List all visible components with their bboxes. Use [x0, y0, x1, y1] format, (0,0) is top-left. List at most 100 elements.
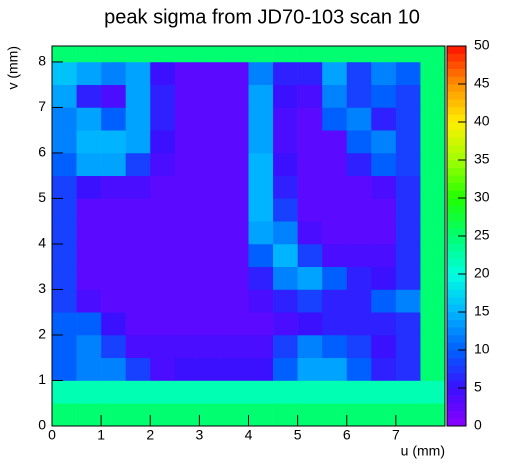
heat-cell — [223, 289, 249, 313]
colorbar-segment — [447, 251, 466, 260]
colorbar-segment — [447, 281, 466, 290]
heat-cell — [273, 289, 298, 313]
heat-cell — [273, 61, 298, 85]
heat-cell — [174, 357, 200, 381]
heat-cell — [322, 243, 348, 268]
heat-cell — [76, 357, 102, 381]
heat-cell — [420, 312, 446, 336]
heat-cell — [150, 357, 176, 381]
heat-cell — [101, 175, 126, 199]
heat-cell — [297, 61, 323, 85]
heat-cell — [248, 380, 274, 404]
heat-cell — [199, 107, 225, 131]
x-tick-label: 6 — [343, 427, 351, 443]
heat-cell — [346, 334, 372, 359]
heat-cell — [346, 152, 372, 177]
colorbar-segment — [447, 144, 466, 153]
heat-cell — [420, 357, 446, 381]
colorbar-segment — [447, 198, 466, 206]
heat-cell — [150, 84, 176, 108]
colorbar-segment — [447, 312, 466, 320]
heat-cell — [199, 175, 225, 199]
heat-cell — [395, 357, 421, 381]
heat-cell — [395, 46, 421, 63]
heat-cell — [346, 403, 372, 427]
z-tick-label: 15 — [474, 303, 490, 319]
colorbar-segment — [447, 160, 466, 168]
colorbar-segment — [447, 243, 466, 252]
colorbar-segment — [447, 296, 466, 305]
heat-cell — [174, 61, 200, 85]
heat-cell — [322, 152, 348, 177]
heat-cell — [125, 357, 151, 381]
colorbar-segment — [447, 236, 466, 244]
heat-cell — [76, 289, 102, 313]
heat-cell — [150, 380, 176, 404]
heat-cell — [52, 107, 77, 131]
heat-cell — [76, 84, 102, 108]
z-tick-label: 35 — [474, 151, 490, 167]
z-tick-label: 0 — [474, 417, 482, 433]
heat-cell — [223, 312, 249, 336]
colorbar-segment — [447, 167, 466, 176]
z-tick-label: 45 — [474, 75, 490, 91]
colorbar-segment — [447, 418, 466, 427]
heat-cell — [76, 243, 102, 268]
heat-cell — [395, 312, 421, 336]
heat-cell — [395, 61, 421, 85]
heat-cell — [322, 221, 348, 245]
heat-cell — [395, 221, 421, 245]
heat-cell — [125, 152, 151, 177]
heat-cell — [297, 130, 323, 154]
heat-cell — [420, 403, 446, 427]
heat-cell — [101, 357, 126, 381]
y-axis-label: v (mm) — [5, 46, 21, 90]
heat-cell — [395, 266, 421, 290]
heat-cell — [101, 266, 126, 290]
heat-cell — [297, 107, 323, 131]
y-tick-label: 0 — [38, 417, 46, 433]
heat-cell — [248, 175, 274, 199]
heat-cell — [223, 380, 249, 404]
heat-cell — [420, 130, 446, 154]
heat-cell — [101, 312, 126, 336]
heat-cell — [248, 198, 274, 222]
heat-cell — [150, 266, 176, 290]
heat-cell — [52, 289, 77, 313]
heat-cell — [248, 243, 274, 268]
heat-cell — [223, 221, 249, 245]
chart-title: peak sigma from JD70-103 scan 10 — [104, 6, 420, 28]
heat-cell — [346, 61, 372, 85]
heat-cell — [273, 198, 298, 222]
heat-cell — [125, 84, 151, 108]
heat-cell — [125, 334, 151, 359]
heat-cell — [395, 334, 421, 359]
heat-cell — [395, 152, 421, 177]
heat-cell — [371, 107, 397, 131]
heat-cell — [150, 334, 176, 359]
heat-cell — [174, 312, 200, 336]
y-tick-label: 4 — [38, 235, 46, 251]
heat-cell — [125, 130, 151, 154]
heat-cell — [346, 130, 372, 154]
x-tick-label: 3 — [195, 427, 203, 443]
heat-cell — [76, 175, 102, 199]
heat-cell — [297, 221, 323, 245]
heat-cell — [150, 289, 176, 313]
heat-cell — [420, 46, 446, 63]
heat-cell — [76, 403, 102, 427]
heat-cell — [199, 312, 225, 336]
heat-cell — [346, 357, 372, 381]
heat-cell — [52, 312, 77, 336]
heat-cell — [125, 380, 151, 404]
z-tick-label: 50 — [474, 37, 490, 53]
heat-cell — [297, 175, 323, 199]
x-tick-label: 1 — [97, 427, 105, 443]
colorbar-segment — [447, 274, 466, 282]
heat-cell — [76, 46, 102, 63]
heat-cell — [174, 107, 200, 131]
heat-cell — [52, 266, 77, 290]
heat-cell — [322, 84, 348, 108]
heat-cell — [125, 175, 151, 199]
heat-cell — [101, 46, 126, 63]
